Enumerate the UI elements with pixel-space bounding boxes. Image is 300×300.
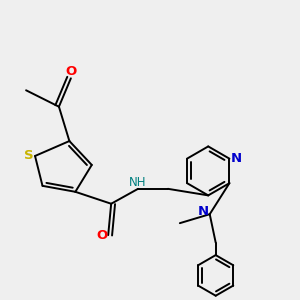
Text: N: N (198, 205, 209, 218)
Text: NH: NH (129, 176, 147, 189)
Text: S: S (24, 149, 34, 163)
Text: O: O (65, 65, 76, 78)
Text: O: O (96, 229, 107, 242)
Text: N: N (230, 152, 242, 165)
